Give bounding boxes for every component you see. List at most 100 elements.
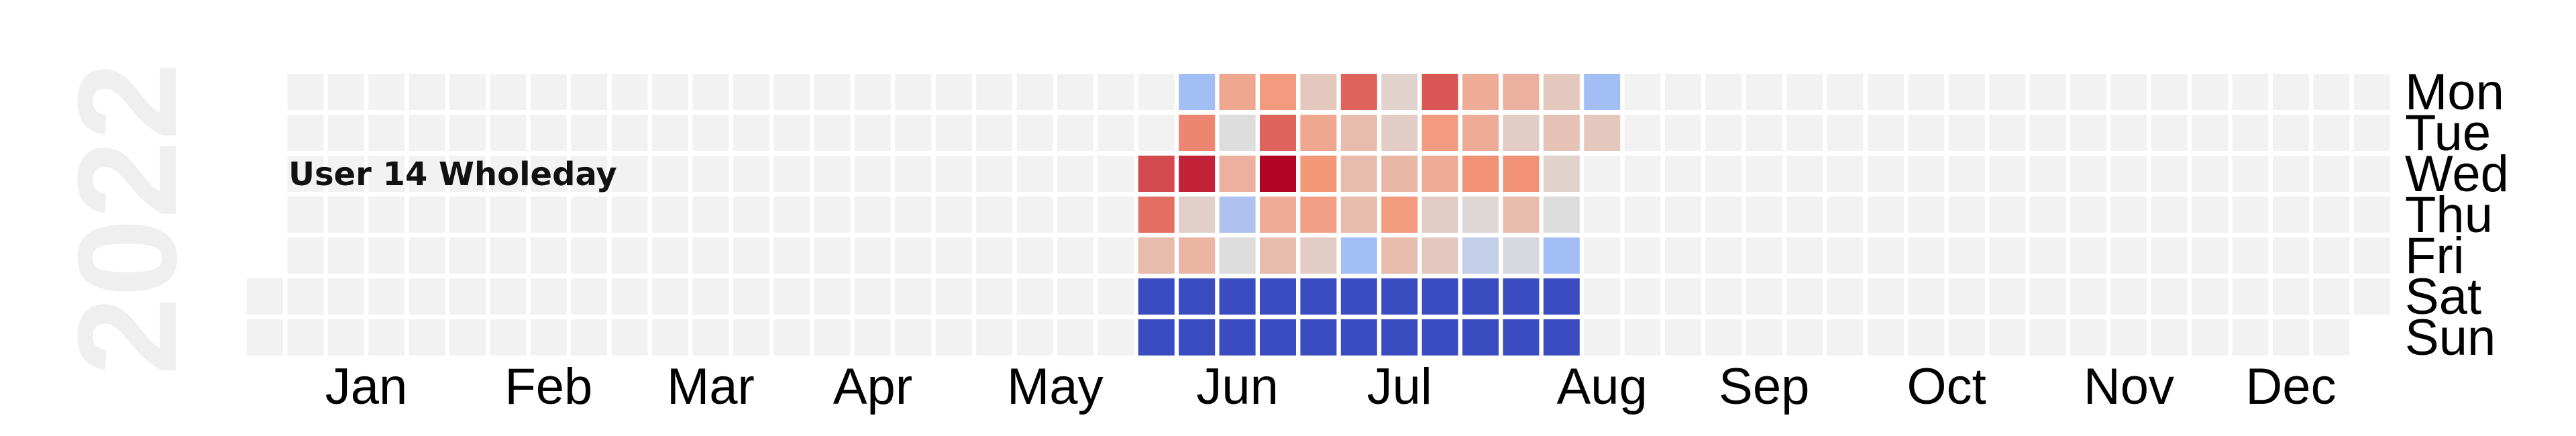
heatmap-cell-empty bbox=[2313, 156, 2350, 192]
heatmap-cell bbox=[1179, 197, 1216, 233]
heatmap-cell-empty bbox=[1138, 74, 1175, 110]
heatmap-cell-empty bbox=[976, 156, 1013, 192]
heatmap-cell-empty bbox=[2070, 278, 2106, 315]
heatmap-cell-empty bbox=[1948, 278, 1985, 315]
heatmap-cell bbox=[1300, 74, 1337, 110]
heatmap-cell-empty bbox=[490, 278, 527, 315]
heatmap-cell-empty bbox=[2151, 237, 2188, 274]
heatmap-cell-empty bbox=[2192, 278, 2229, 315]
heatmap-cell-empty bbox=[1868, 156, 1904, 192]
heatmap-cell-empty bbox=[1746, 197, 1782, 233]
heatmap-cell bbox=[1260, 74, 1296, 110]
heatmap-cell-empty bbox=[652, 156, 688, 192]
heatmap-cell-empty bbox=[287, 74, 324, 110]
heatmap-cell-empty bbox=[1786, 278, 1823, 315]
heatmap-cell-empty bbox=[2151, 278, 2188, 315]
heatmap-cell-empty bbox=[327, 319, 364, 356]
heatmap-cell-empty bbox=[935, 156, 972, 192]
heatmap-cell-empty bbox=[247, 278, 283, 315]
heatmap-cell-empty bbox=[409, 156, 445, 192]
heatmap-cell-empty bbox=[855, 319, 891, 356]
heatmap-cell-empty bbox=[1057, 74, 1093, 110]
heatmap-cell-empty bbox=[1908, 237, 1945, 274]
heatmap-cell-empty bbox=[2029, 278, 2066, 315]
heatmap-cell-empty bbox=[1057, 197, 1093, 233]
heatmap-cell-empty bbox=[773, 115, 810, 151]
heatmap-cell bbox=[1260, 115, 1296, 151]
heatmap-cell-empty bbox=[1624, 278, 1661, 315]
heatmap-cell-empty bbox=[1746, 278, 1782, 315]
heatmap-cell-empty bbox=[1665, 237, 1701, 274]
heatmap-cell-empty bbox=[2070, 156, 2106, 192]
heatmap-cell-empty bbox=[2029, 319, 2066, 356]
heatmap-cell-empty bbox=[2353, 74, 2390, 110]
heatmap-cell-empty bbox=[2232, 74, 2269, 110]
heatmap-cell-empty bbox=[2110, 115, 2147, 151]
heatmap-cell bbox=[1340, 237, 1377, 274]
heatmap-cell-empty bbox=[2313, 74, 2350, 110]
heatmap-cell bbox=[1219, 197, 1256, 233]
heatmap-cell-empty bbox=[1948, 74, 1985, 110]
heatmap-cell bbox=[1462, 278, 1499, 315]
heatmap-cell-empty bbox=[1746, 319, 1782, 356]
heatmap-cell-empty bbox=[1868, 74, 1904, 110]
heatmap-cell-empty bbox=[1786, 197, 1823, 233]
month-label: May bbox=[1007, 358, 1104, 415]
heatmap-cell-empty bbox=[611, 74, 648, 110]
day-label: Mon bbox=[2405, 64, 2504, 121]
day-label: Tue bbox=[2405, 105, 2491, 162]
heatmap-cell-empty bbox=[490, 319, 527, 356]
heatmap-cell-empty bbox=[2273, 74, 2309, 110]
heatmap-cell-empty bbox=[2151, 156, 2188, 192]
heatmap-cell-empty bbox=[2313, 319, 2350, 356]
heatmap-cell-empty bbox=[490, 156, 527, 192]
heatmap-cell-empty bbox=[1746, 115, 1782, 151]
heatmap-cell-empty bbox=[1948, 156, 1985, 192]
heatmap-cell-empty bbox=[327, 74, 364, 110]
heatmap-cell-empty bbox=[733, 156, 769, 192]
heatmap-cell-empty bbox=[1989, 197, 2026, 233]
heatmap-cell-empty bbox=[652, 237, 688, 274]
heatmap-cell-empty bbox=[327, 278, 364, 315]
heatmap-cell-empty bbox=[1097, 156, 1134, 192]
heatmap-cell-empty bbox=[895, 197, 932, 233]
heatmap-cell bbox=[1179, 156, 1216, 192]
heatmap-cell-empty bbox=[1665, 74, 1701, 110]
heatmap-cell bbox=[1543, 319, 1580, 356]
heatmap-cell-empty bbox=[1868, 319, 1904, 356]
day-label: Sun bbox=[2405, 309, 2496, 366]
heatmap-cell-empty bbox=[2151, 197, 2188, 233]
heatmap-cell-empty bbox=[1948, 115, 1985, 151]
heatmap-cell bbox=[1421, 115, 1458, 151]
heatmap-cell bbox=[1462, 115, 1499, 151]
heatmap-cell-empty bbox=[530, 115, 567, 151]
heatmap-cell-empty bbox=[1908, 74, 1945, 110]
heatmap-cell bbox=[1584, 74, 1621, 110]
heatmap-cell-empty bbox=[2273, 278, 2309, 315]
heatmap-cell-empty bbox=[2273, 197, 2309, 233]
heatmap-cell-empty bbox=[2110, 278, 2147, 315]
heatmap-cell bbox=[1503, 237, 1540, 274]
heatmap-cell-empty bbox=[976, 115, 1013, 151]
heatmap-cell-empty bbox=[2192, 74, 2229, 110]
heatmap-cell bbox=[1421, 74, 1458, 110]
heatmap-cell bbox=[1381, 237, 1418, 274]
heatmap-cell-empty bbox=[287, 237, 324, 274]
heatmap-cell-empty bbox=[2110, 319, 2147, 356]
heatmap-cell-empty bbox=[611, 319, 648, 356]
month-label: Jun bbox=[1196, 358, 1279, 415]
heatmap-cell-empty bbox=[2353, 278, 2390, 315]
heatmap-cell-empty bbox=[733, 74, 769, 110]
heatmap-cell-empty bbox=[611, 278, 648, 315]
heatmap-cell-empty bbox=[1665, 278, 1701, 315]
heatmap-cell bbox=[1260, 237, 1296, 274]
heatmap-cell-empty bbox=[1016, 197, 1053, 233]
heatmap-cell-empty bbox=[733, 115, 769, 151]
heatmap-cell-empty bbox=[935, 115, 972, 151]
heatmap-cell-empty bbox=[1097, 237, 1134, 274]
heatmap-cell-empty bbox=[2029, 197, 2066, 233]
heatmap-cell bbox=[1300, 237, 1337, 274]
heatmap-cell-empty bbox=[935, 74, 972, 110]
heatmap-cell bbox=[1340, 156, 1377, 192]
heatmap-cell-empty bbox=[287, 197, 324, 233]
